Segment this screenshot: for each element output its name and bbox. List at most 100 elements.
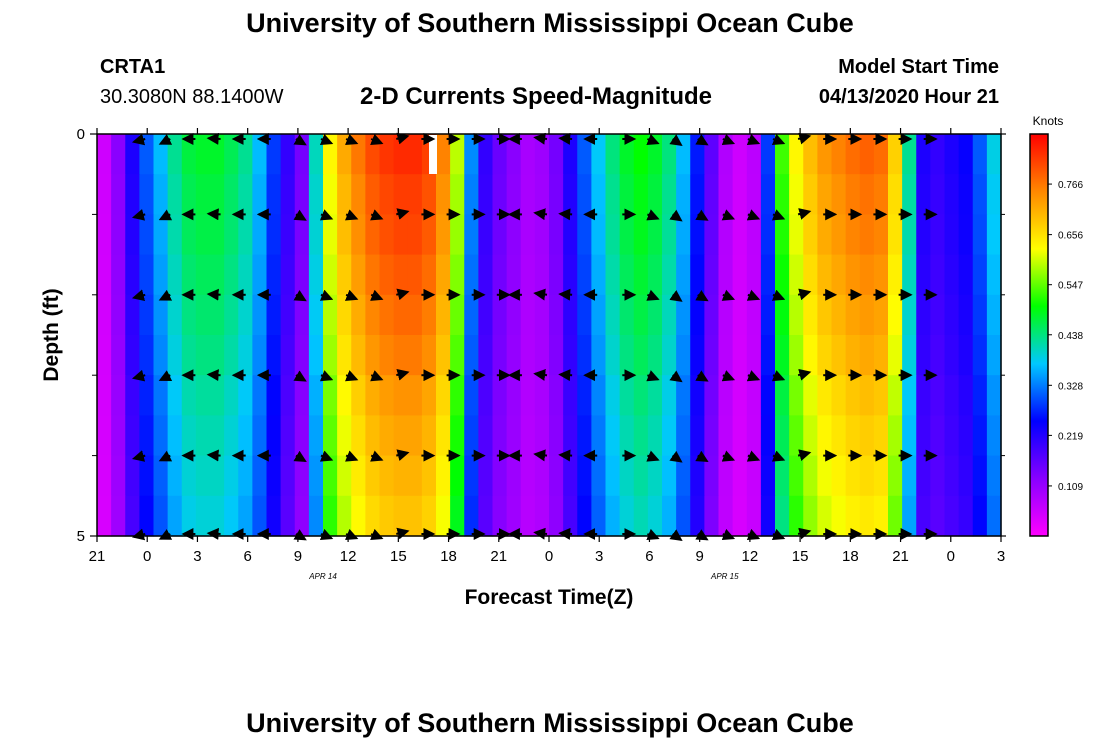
heatmap-cell — [916, 134, 931, 175]
heatmap-cell — [337, 495, 352, 537]
heatmap-cell — [972, 254, 988, 296]
current-arrow — [396, 132, 410, 145]
current-arrow — [396, 288, 410, 301]
heatmap-cell — [506, 174, 522, 215]
heatmap-cell — [210, 134, 225, 175]
heatmap-cell — [944, 294, 960, 336]
heatmap-cell — [365, 455, 381, 497]
heatmap-cell — [563, 254, 578, 296]
heatmap-cell — [464, 375, 479, 416]
heatmap-cell — [308, 174, 324, 215]
heatmap-cell — [351, 294, 366, 336]
heatmap-cell — [351, 254, 366, 296]
heatmap-cell — [97, 134, 112, 175]
heatmap-cell — [167, 375, 183, 416]
heatmap-cell — [238, 174, 253, 215]
heatmap-cell — [633, 455, 649, 497]
heatmap-cell — [181, 134, 197, 175]
heatmap-cell — [351, 134, 366, 175]
heatmap-cell — [704, 375, 720, 416]
heatmap-cell — [775, 375, 790, 416]
heatmap-cell — [944, 495, 960, 537]
heatmap-cell — [181, 415, 197, 457]
heatmap-cell — [718, 254, 734, 296]
heatmap-cell — [210, 495, 225, 537]
heatmap-cell — [393, 254, 409, 296]
heatmap-cell — [831, 134, 847, 175]
heatmap-cell — [195, 214, 211, 256]
current-arrow — [669, 370, 683, 383]
station-coordinates: 30.3080N 88.1400W — [100, 86, 284, 108]
heatmap-cell — [803, 134, 818, 175]
current-arrow — [293, 370, 307, 382]
heatmap-cell — [111, 495, 126, 537]
heatmap-cell — [266, 495, 282, 537]
heatmap-cell — [393, 294, 409, 336]
heatmap-cell — [633, 254, 649, 296]
x-axis-ticks: 21 0 3 6 9 12 15 18 21 0 3 6 9 12 15 18 21 0 3 — [89, 128, 1005, 565]
heatmap-cell — [986, 335, 1002, 376]
current-arrow — [646, 133, 660, 146]
heatmap-cell — [746, 495, 762, 537]
heatmap-cell — [464, 455, 479, 497]
heatmap-cell — [916, 254, 931, 296]
heatmap-cell — [210, 335, 225, 376]
heatmap-cell — [760, 495, 776, 537]
heatmap-cell — [662, 174, 677, 215]
heatmap-cell — [662, 335, 677, 376]
current-arrow — [533, 369, 548, 381]
heatmap-cell — [619, 214, 635, 256]
heatmap-cell — [760, 335, 776, 376]
heatmap-cell — [817, 455, 833, 497]
x-tick-label: 6 — [645, 548, 653, 565]
x-tick-label: 18 — [842, 548, 859, 565]
heatmap-cell — [775, 335, 790, 376]
heatmap-cell — [817, 495, 833, 537]
model-start-value: 04/13/2020 Hour 21 — [818, 86, 999, 108]
heatmap-cell — [690, 375, 705, 416]
heatmap-cell — [210, 294, 225, 336]
current-arrow — [746, 450, 761, 462]
heatmap-cell — [308, 335, 324, 376]
current-arrow — [771, 133, 786, 146]
heatmap-cell — [238, 254, 253, 296]
heatmap-cell — [520, 375, 536, 416]
heatmap-cell — [520, 335, 536, 376]
heatmap-cell — [605, 375, 621, 416]
heatmap-cell — [704, 254, 720, 296]
heatmap-cell — [859, 335, 875, 376]
y-axis-ticks: 05 — [77, 126, 1006, 545]
heatmap-cell — [591, 415, 607, 457]
heatmap-cell — [958, 415, 974, 457]
current-arrow — [158, 370, 173, 381]
heatmap-cell — [365, 254, 381, 296]
heatmap-cell — [916, 455, 931, 497]
current-arrow — [396, 368, 410, 381]
heatmap-cell — [944, 174, 960, 215]
y-axis-label: Depth (ft) — [40, 288, 63, 381]
current-arrow — [533, 132, 548, 145]
heatmap-cell — [379, 455, 395, 497]
heatmap-cell — [718, 174, 734, 215]
heatmap-cell — [831, 254, 847, 296]
heatmap-cell — [153, 214, 169, 256]
heatmap-cell — [238, 375, 253, 416]
heatmap-cell — [690, 214, 705, 256]
heatmap-cell — [492, 455, 508, 497]
heatmap-cell — [888, 214, 903, 256]
heatmap-cell — [888, 254, 903, 296]
heatmap-cell — [789, 415, 804, 457]
heatmap-cell — [930, 375, 946, 416]
heatmap-cell — [746, 214, 762, 256]
heatmap-cell — [958, 254, 974, 296]
heatmap-cell — [930, 415, 946, 457]
heatmap-cell — [224, 415, 239, 457]
heatmap-cell — [789, 495, 804, 537]
heatmap-cell — [139, 214, 155, 256]
x-tick-label: 0 — [143, 548, 151, 565]
heatmap-cell — [379, 134, 395, 175]
heatmap-cell — [662, 455, 677, 497]
heatmap-cell — [619, 335, 635, 376]
heatmap-cell — [478, 335, 494, 376]
current-arrow — [669, 134, 683, 147]
